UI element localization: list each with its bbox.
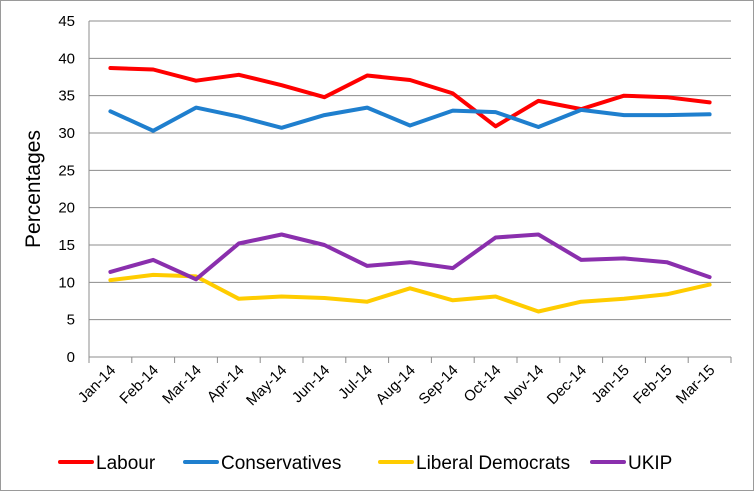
x-tick-label: Mar-15 (673, 362, 719, 408)
legend-label-ukip: UKIP (628, 453, 672, 474)
y-axis-title: Percentages (22, 130, 45, 248)
y-tick-label: 20 (58, 200, 75, 217)
x-tick-label: Jan-15 (588, 362, 632, 406)
x-tick-label: Feb-15 (630, 362, 676, 408)
y-tick-label: 35 (58, 88, 75, 105)
x-tick-label: Aug-14 (373, 362, 419, 408)
series-line-labour (108, 66, 712, 129)
x-tick-label: Jun-14 (289, 362, 333, 406)
y-tick-label: 25 (58, 162, 75, 179)
x-tick-label: Mar-14 (159, 362, 205, 408)
series-line-conservatives (108, 105, 712, 133)
y-tick-label: 45 (58, 13, 75, 30)
x-tick-label: Sep-14 (415, 362, 461, 408)
y-tick-label: 30 (58, 125, 75, 142)
x-tick-label: Jan-14 (75, 362, 119, 406)
x-tick-label: May-14 (243, 362, 290, 409)
legend-label-labour: Labour (96, 453, 156, 474)
x-tick-label: Nov-14 (501, 362, 547, 408)
legend-label-conservatives: Conservatives (221, 453, 341, 474)
y-tick-label: 5 (67, 312, 75, 329)
x-tick-label: Feb-14 (116, 362, 162, 408)
y-tick-label: 0 (67, 349, 75, 366)
legend-label-liberal-democrats: Liberal Democrats (416, 453, 570, 474)
series-line-ukip (108, 232, 712, 282)
x-tick-label: Dec-14 (544, 362, 590, 408)
x-tick-label: Jul-14 (335, 362, 376, 403)
y-tick-label: 10 (58, 274, 75, 291)
series-line-liberal-democrats (108, 272, 712, 314)
y-tick-label: 15 (58, 237, 75, 254)
y-tick-label: 40 (58, 50, 75, 67)
x-tick-label: Oct-14 (461, 362, 505, 406)
x-tick-label: Apr-14 (204, 362, 248, 406)
